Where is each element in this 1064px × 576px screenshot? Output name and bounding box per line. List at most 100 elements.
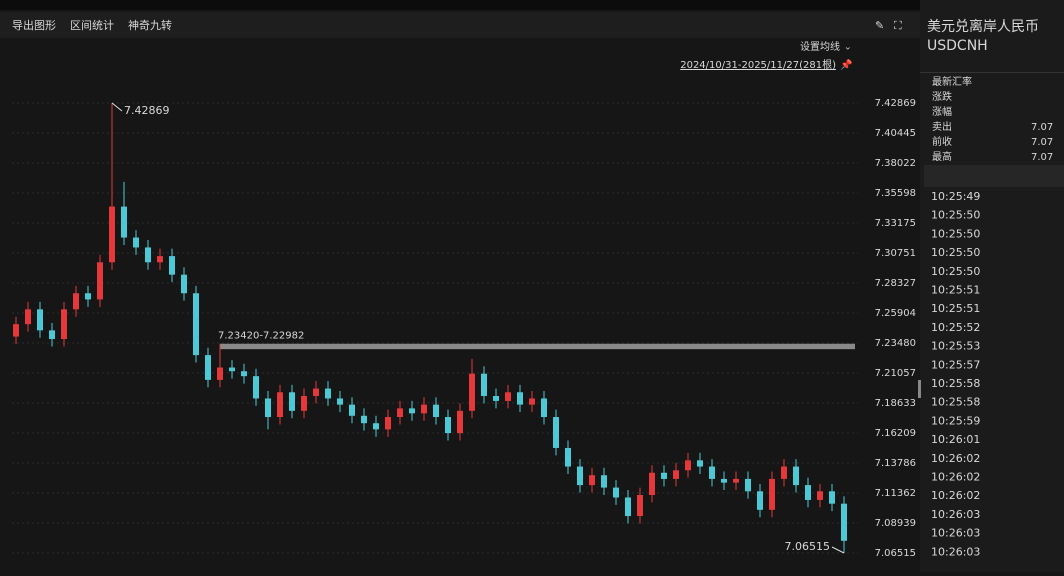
candle-body [337,398,343,405]
candle-body [685,460,691,471]
candle-body [805,485,811,500]
trade-time: 10:26:03 [931,545,980,558]
candle-body [421,404,427,414]
candle-body [181,274,187,294]
candle-body [133,237,139,248]
fullscreen-icon[interactable]: ⛶ [894,19,902,32]
candle-body [49,330,55,340]
candle-body [157,256,163,263]
candle-body [265,398,271,418]
scroll-handle[interactable] [918,380,921,398]
trade-time: 10:25:50 [931,227,980,240]
candle-body [121,206,127,238]
y-tick-label: 7.16209 [875,428,916,439]
toolbar-button[interactable]: 导出图形 [12,18,56,32]
candle-body [529,398,535,405]
candle-body [385,417,391,430]
toolbar-button[interactable]: 区间统计 [70,19,114,32]
high-label: 7.42869 [124,104,170,117]
range-label: 7.23420-7.22982 [218,331,304,342]
y-tick-label: 7.30751 [875,248,916,259]
y-tick-label: 7.21057 [875,368,916,379]
candle-body [25,309,31,325]
quote-label: 最高 [932,150,952,163]
quote-value: 7.07 [1031,137,1053,148]
candle-body [841,503,847,541]
trade-time: 10:26:01 [931,433,980,446]
quote-label: 最新汇率 [932,75,972,88]
trade-time: 10:26:02 [931,489,980,502]
pin-icon[interactable]: 📌 [840,58,853,71]
candle-body [709,466,715,479]
y-tick-label: 7.25904 [875,308,916,319]
y-tick-label: 7.11362 [875,488,916,499]
quote-label: 前收 [932,135,952,148]
y-tick-label: 7.06515 [875,548,916,559]
trade-time: 10:25:49 [931,190,980,203]
candle-body [469,373,475,411]
candle-body [241,371,247,377]
panel-title: 美元兑离岸人民币 [927,18,1039,35]
panel-code: USDCNH [927,38,988,54]
candle-body [85,293,91,300]
ma-setting[interactable]: 设置均线 [800,40,840,53]
candle-body [61,309,67,340]
candle-body [769,478,775,510]
quote-label: 卖出 [932,120,952,133]
trade-time: 10:26:02 [931,452,980,465]
trade-time: 10:25:50 [931,209,980,222]
candle-body [601,475,607,488]
y-tick-label: 7.08939 [875,518,916,529]
candle-body [301,395,307,411]
candle-body [205,355,211,380]
candle-body [325,388,331,399]
side-panel-bg [920,0,1064,572]
candle-body [457,410,463,434]
candle-body [313,388,319,396]
y-tick-label: 7.40445 [875,128,916,139]
y-tick-label: 7.28327 [875,278,916,289]
candle-body [661,472,667,479]
candle-body [229,367,235,372]
candle-body [13,324,19,337]
y-tick-label: 7.38022 [875,158,916,169]
y-tick-label: 7.18633 [875,398,916,409]
trade-time: 10:26:02 [931,471,980,484]
candle-body [733,478,739,483]
quote-value: 7.07 [1031,122,1053,133]
trade-time: 10:25:59 [931,414,980,427]
candle-body [97,262,103,300]
candle-body [649,472,655,496]
y-tick-label: 7.42869 [875,98,916,109]
panel-band [924,165,1064,187]
date-range[interactable]: 2024/10/31-2025/11/27(281根) [680,58,836,71]
trade-time: 10:26:03 [931,508,980,521]
trade-time: 10:25:51 [931,284,980,297]
candle-body [361,415,367,424]
chevron-icon[interactable]: ⌄ [844,43,852,53]
low-label: 7.06515 [785,540,831,553]
candle-body [73,293,79,310]
trade-time: 10:25:53 [931,340,980,353]
trade-time: 10:25:50 [931,246,980,259]
candle-body [697,460,703,467]
toolbar-button[interactable]: 神奇九转 [128,18,172,32]
candle-body [397,408,403,418]
candle-body [637,495,643,517]
candle-body [673,470,679,479]
divider [920,72,1064,73]
quote-label: 涨幅 [932,105,952,118]
candle-body [493,395,499,401]
candle-body [589,475,595,486]
candle-body [109,206,115,263]
candle-body [541,398,547,418]
quote-value: 7.07 [1031,152,1053,163]
edit-icon[interactable]: ✎ [875,19,884,32]
candle-body [793,466,799,486]
candle-body [277,392,283,418]
candle-body [217,367,223,380]
trade-time: 10:25:52 [931,321,980,334]
